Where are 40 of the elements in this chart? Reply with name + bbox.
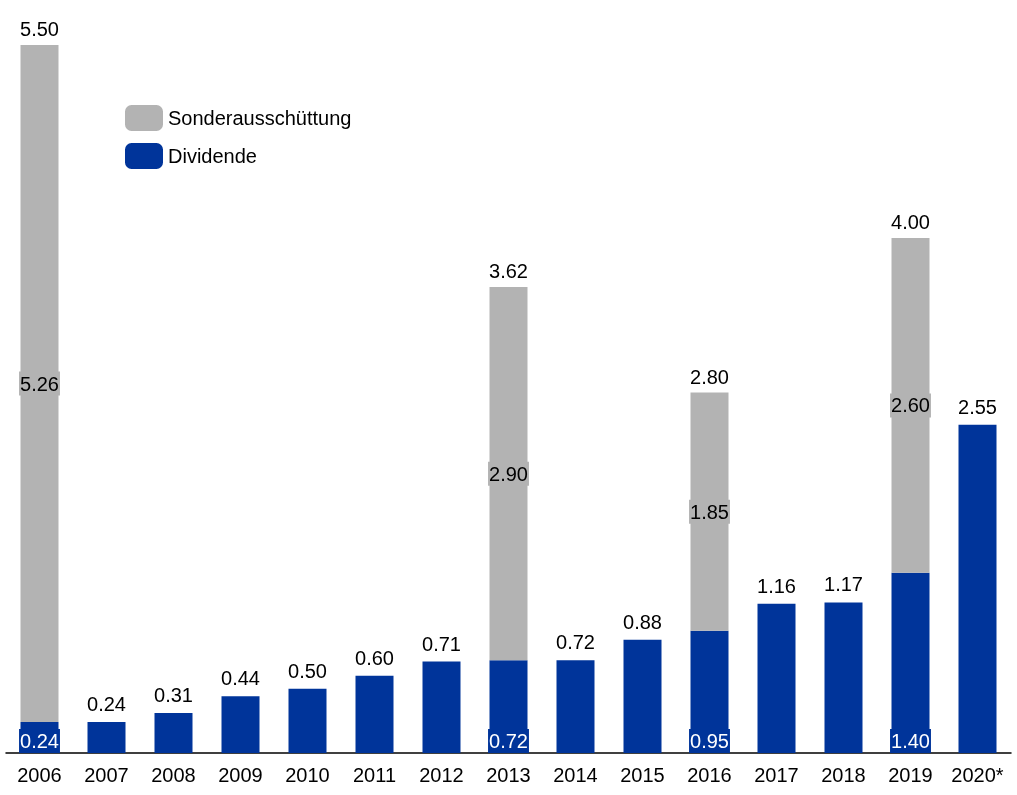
x-tick-label: 2006 <box>17 764 62 786</box>
data-label: 5.26 <box>20 372 59 395</box>
legend-label: Sonderausschüttung <box>168 107 352 129</box>
data-label: 0.71 <box>422 632 461 655</box>
data-label: 2.60 <box>891 394 930 417</box>
data-label: 1.40 <box>891 730 930 752</box>
legend-label: Dividende <box>168 145 257 167</box>
x-tick-label: 2017 <box>754 764 799 786</box>
x-tick-label: 2015 <box>620 764 665 786</box>
x-tick-label: 2008 <box>151 764 196 786</box>
data-label: 0.50 <box>288 659 327 682</box>
x-tick-label: 2013 <box>486 764 531 786</box>
data-label: 0.95 <box>690 730 729 752</box>
total-label: 3.62 <box>489 260 528 283</box>
data-label: 0.44 <box>221 667 260 690</box>
data-label: 1.85 <box>690 500 729 523</box>
x-tick-label: 2014 <box>553 764 598 786</box>
total-label: 2.80 <box>690 365 729 388</box>
x-tick-label: 2011 <box>352 764 397 786</box>
data-label: 1.17 <box>824 573 863 596</box>
x-tick-label: 2019 <box>888 764 933 786</box>
data-label: 2.90 <box>489 462 528 485</box>
x-tick-label: 2016 <box>687 764 732 786</box>
data-label: 0.88 <box>623 610 662 633</box>
data-label: 0.72 <box>489 730 528 752</box>
data-label: 0.24 <box>87 693 126 716</box>
x-tick-label: 2018 <box>821 764 866 786</box>
x-tick-label: 2012 <box>419 764 464 786</box>
total-label: 5.50 <box>20 18 59 40</box>
data-label: 0.31 <box>154 684 193 707</box>
data-label: 1.16 <box>757 574 796 597</box>
total-label: 4.00 <box>891 211 930 234</box>
x-tick-label: 2007 <box>84 764 129 786</box>
data-label: 0.24 <box>20 730 59 752</box>
x-tick-label: 2009 <box>218 764 263 786</box>
x-tick-label: 2010 <box>285 764 330 786</box>
data-label: 0.60 <box>355 646 394 669</box>
data-label: 2.55 <box>958 395 997 418</box>
data-label: 0.72 <box>556 631 595 654</box>
x-tick-label: 2020* <box>951 764 1004 786</box>
